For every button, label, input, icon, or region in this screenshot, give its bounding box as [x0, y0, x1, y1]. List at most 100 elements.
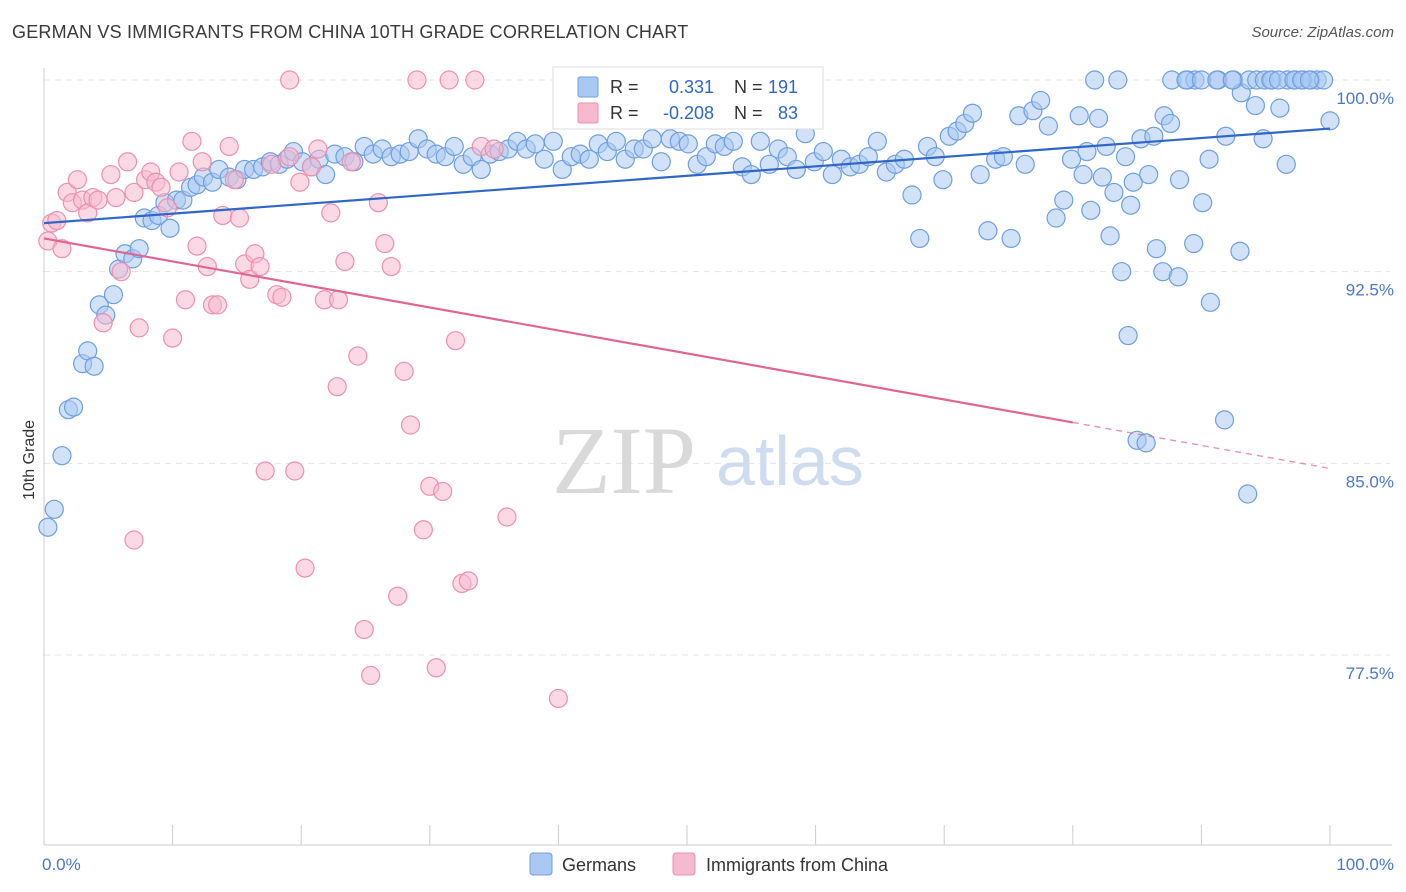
watermark-zip: ZIP [552, 407, 696, 514]
data-point [484, 139, 504, 159]
data-point [47, 210, 67, 231]
watermark-atlas: atlas [716, 422, 864, 500]
data-point [229, 208, 250, 228]
data-point [497, 507, 517, 527]
data-point [867, 131, 887, 151]
data-point [407, 70, 427, 90]
data-point [1115, 147, 1136, 167]
trendline [43, 127, 1331, 225]
data-point [1112, 262, 1132, 282]
data-point [169, 162, 189, 182]
data-point [1015, 154, 1035, 174]
data-point [255, 461, 275, 481]
data-point [1238, 484, 1258, 504]
data-point [1038, 116, 1058, 136]
data-point [160, 218, 180, 238]
data-point [111, 262, 131, 282]
data-point [192, 152, 212, 172]
data-point [208, 295, 228, 315]
data-point [1054, 190, 1074, 210]
data-point [1108, 70, 1128, 90]
data-point [1270, 98, 1290, 118]
data-point [1136, 433, 1156, 453]
data-point [285, 461, 305, 481]
data-point [902, 185, 922, 205]
data-point [301, 157, 322, 177]
data-point [63, 397, 84, 417]
data-point [103, 285, 124, 305]
data-point [187, 236, 207, 256]
data-point [813, 141, 833, 162]
data-point [295, 558, 315, 578]
chart-source: Source: ZipAtlas.com [1251, 24, 1394, 41]
data-point [534, 149, 554, 169]
data-point [124, 182, 144, 203]
x-tick-labels: 0.0% 100.0% [42, 855, 1394, 874]
data-point [67, 170, 88, 190]
x-tick-label: 100.0% [1336, 855, 1394, 874]
series-legend: Germans Immigrants from China [529, 852, 889, 876]
data-point [1081, 200, 1101, 220]
data-point [1193, 193, 1213, 213]
data-point [262, 154, 282, 174]
bottom-legend-swatch-germans [529, 852, 553, 876]
data-point [1160, 113, 1181, 134]
data-point [117, 152, 138, 172]
data-point [335, 251, 355, 272]
legend-swatch-china [577, 102, 599, 124]
data-point [750, 131, 770, 151]
data-point [471, 159, 491, 180]
bottom-legend-swatch-china [672, 852, 696, 876]
data-point [1031, 90, 1051, 111]
data-point [280, 147, 300, 167]
data-point [290, 172, 310, 192]
data-point [962, 103, 983, 123]
y-tick-labels: 100.0% 92.5% 85.0% 77.5% [1336, 89, 1394, 683]
data-point [445, 331, 466, 351]
x-tick-label: 0.0% [42, 855, 81, 874]
data-point [642, 129, 662, 149]
data-point [38, 517, 58, 537]
data-point [543, 131, 563, 151]
data-point [44, 499, 64, 519]
data-point [1069, 106, 1089, 126]
data-point [327, 377, 347, 397]
data-point [368, 193, 388, 213]
data-point [1085, 70, 1105, 90]
data-point [1320, 111, 1340, 131]
data-point [1104, 182, 1124, 203]
y-tick-label: 92.5% [1346, 281, 1394, 300]
data-point [741, 164, 761, 185]
y-axis-label: 10th Grade [21, 420, 38, 500]
data-point [1299, 70, 1320, 90]
data-point [1121, 195, 1141, 215]
data-point [1200, 292, 1221, 312]
legend-n-value-0: 191 [768, 77, 798, 97]
data-point [723, 131, 743, 151]
data-point [93, 313, 113, 333]
correlation-legend: R = 0.331 N = 191 R = -0.208 N = 83 [552, 66, 824, 130]
data-point [444, 136, 464, 157]
data-point [1168, 267, 1188, 287]
data-point [1276, 154, 1296, 174]
data-point [348, 346, 368, 366]
data-point [129, 239, 149, 259]
data-point [606, 131, 626, 151]
data-point [1123, 172, 1143, 192]
data-point [1118, 325, 1138, 346]
data-point [106, 187, 126, 208]
data-point [308, 139, 328, 159]
data-point [250, 256, 270, 277]
data-point [381, 256, 401, 277]
watermark: ZIP atlas [552, 407, 864, 514]
chart-title: GERMAN VS IMMIGRANTS FROM CHINA 10TH GRA… [12, 22, 689, 42]
trendline-extension [1072, 421, 1331, 470]
data-point [1214, 410, 1235, 430]
data-point [465, 70, 485, 90]
bottom-legend-label-china: Immigrants from China [706, 855, 889, 875]
data-point [157, 198, 178, 218]
data-point [175, 290, 196, 310]
legend-r-label-1: R = [610, 103, 639, 123]
legend-n-value-1: 83 [778, 103, 798, 123]
